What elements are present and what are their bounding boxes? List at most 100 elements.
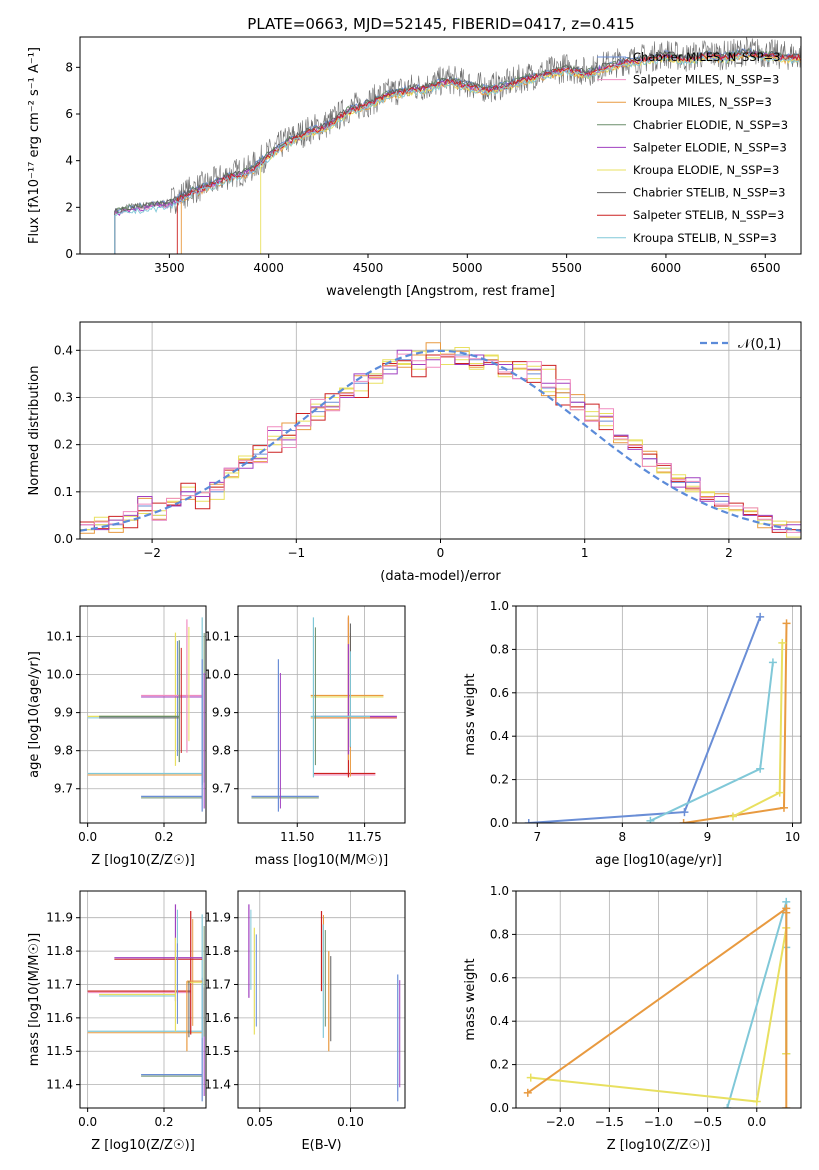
x-tick-label: 0.05 <box>246 1115 273 1129</box>
y-tick-label: 11.5 <box>204 1044 231 1058</box>
y-tick-label: 0.3 <box>54 390 73 404</box>
x-tick-label: 0.0 <box>78 830 97 844</box>
x-tick-label: 0.10 <box>337 1115 364 1129</box>
x-tick-label: −1 <box>287 546 305 560</box>
y-tick-label: 0.8 <box>490 927 509 941</box>
chart-panel-7: 0.05 0.10 11.4 11.5 11.6 11.7 11.8 11.9 E(B-V) <box>204 890 406 1153</box>
weight-marker <box>782 619 791 628</box>
y-tick-label: 9.9 <box>212 706 231 720</box>
y-tick-label: 4 <box>65 154 73 168</box>
x-tick-label: −0.5 <box>693 1115 722 1129</box>
y-axis-label: Normed distribution <box>27 366 42 496</box>
weight-line-1 <box>528 616 762 823</box>
axes-frame <box>79 605 207 824</box>
errorbar-3 <box>141 619 203 753</box>
figure-title: PLATE=0663, MJD=52145, FIBERID=0417, z=0… <box>247 15 634 33</box>
chart-panel-3: 0.0 0.2 9.7 9.8 9.9 10.0 10.1 Z [log10(Z/Z☉)] ag… <box>27 605 207 868</box>
plot-area <box>114 37 801 254</box>
legend: 𝒩(0,1) <box>700 337 781 352</box>
legend: Chabrier MILES, N_SSP=3 Salpeter MILES, N… <box>597 50 788 245</box>
x-tick-label: 1 <box>581 546 589 560</box>
errorbar-1 <box>251 659 319 812</box>
x-axis-label: E(B-V) <box>301 1138 341 1153</box>
plot-area <box>87 617 205 812</box>
errorbar-2 <box>87 914 205 1038</box>
weight-marker <box>779 803 788 812</box>
weight-line-3 <box>527 906 788 1108</box>
weight-marker <box>782 908 791 917</box>
legend-entry: Chabrier ELODIE, N_SSP=3 <box>633 118 788 132</box>
x-axis-label: wavelength [Angstrom, rest frame] <box>326 284 555 299</box>
y-axis-label: mass weight <box>463 958 478 1040</box>
legend-entry: Kroupa ELODIE, N_SSP=3 <box>633 163 779 177</box>
x-tick-label: 3500 <box>154 261 185 275</box>
y-tick-label: 9.8 <box>212 744 231 758</box>
y-tick-label: 9.7 <box>54 782 73 796</box>
y-axis-label: Flux [fλ10⁻¹⁷ erg cm⁻² s⁻¹ A⁻¹] <box>27 47 42 244</box>
y-tick-label: 11.6 <box>204 1011 231 1025</box>
x-axis-label: mass [log10(M/M☉)] <box>255 853 388 868</box>
chart-panel-1: 3500 4000 4500 5000 5500 6000 6500 0 2 4 6 8 wavelen… <box>27 36 802 299</box>
errorbar-5 <box>99 640 182 763</box>
model-line-9 <box>114 52 800 254</box>
x-tick-label: 7 <box>533 830 541 844</box>
errorbar-6 <box>99 937 178 1032</box>
axes-frame <box>79 890 207 1109</box>
y-tick-label: 10.1 <box>204 629 231 643</box>
legend-entry: Chabrier STELIB, N_SSP=3 <box>633 186 785 200</box>
x-tick-label: 0.0 <box>747 1115 766 1129</box>
weight-marker <box>679 819 688 823</box>
y-tick-label: 0.4 <box>490 1014 509 1028</box>
y-tick-label: 0.2 <box>490 773 509 787</box>
axes-frame <box>237 605 406 824</box>
weight-marker <box>524 819 533 823</box>
y-tick-label: 11.4 <box>46 1078 73 1092</box>
y-tick-label: 0.0 <box>490 1101 509 1115</box>
y-tick-label: 0.0 <box>54 532 73 546</box>
x-tick-label: 9 <box>704 830 712 844</box>
y-tick-label: 1.0 <box>490 884 509 898</box>
normal-curve <box>80 349 801 532</box>
y-tick-label: 0.2 <box>490 1058 509 1072</box>
x-tick-label: 4500 <box>353 261 384 275</box>
y-tick-label: 11.4 <box>204 1078 231 1092</box>
x-tick-label: 8 <box>619 830 627 844</box>
y-tick-label: 0.4 <box>490 729 509 743</box>
chart-panel-8: −2.0 −1.5 −1.0 −0.5 0.0 0.0 0.2 0.4 0.6 0.8 1.0 Z [… <box>463 884 802 1153</box>
y-tick-label: 6 <box>65 107 73 121</box>
errorbar-3 <box>87 911 194 1035</box>
y-tick-label: 11.6 <box>46 1011 73 1025</box>
y-tick-label: 11.9 <box>46 911 73 925</box>
plot-area <box>524 612 791 823</box>
errorbar-2 <box>253 927 257 1035</box>
y-tick-label: 2 <box>65 200 73 214</box>
axes-frame <box>79 321 802 540</box>
legend-entry: Kroupa STELIB, N_SSP=3 <box>633 231 777 245</box>
y-tick-label: 0 <box>65 247 73 261</box>
x-tick-label: 11.50 <box>280 830 314 844</box>
legend-entry: Kroupa MILES, N_SSP=3 <box>633 95 772 109</box>
y-axis-label: age [log10(age/yr)] <box>27 651 42 778</box>
legend-entry: Salpeter MILES, N_SSP=3 <box>633 73 779 87</box>
weight-marker <box>523 1088 532 1097</box>
model-line-4 <box>114 48 800 254</box>
x-axis-label: age [log10(age/yr)] <box>595 853 722 868</box>
chart-panel-6: 0.0 0.2 11.4 11.5 11.6 11.7 11.8 11.9 Z [log10(Z… <box>27 890 207 1153</box>
y-tick-label: 11.8 <box>46 944 73 958</box>
x-axis-label: Z [log10(Z/Z☉)] <box>91 853 195 868</box>
weight-marker <box>778 638 787 647</box>
errorbar-5 <box>328 951 332 1052</box>
x-tick-label: 5500 <box>551 261 582 275</box>
weight-marker <box>775 788 784 797</box>
weight-line-3 <box>683 623 788 823</box>
plot-area <box>251 615 397 812</box>
y-tick-label: 8 <box>65 60 73 74</box>
chart-panel-4: 11.50 11.75 9.7 9.8 9.9 10.0 10.1 mass [log10(M… <box>204 605 406 868</box>
x-tick-label: −1.5 <box>595 1115 624 1129</box>
weight-marker <box>526 1073 535 1082</box>
y-tick-label: 0.2 <box>54 438 73 452</box>
x-tick-label: 2 <box>725 546 733 560</box>
weight-marker <box>752 1097 761 1106</box>
weight-marker <box>680 808 689 817</box>
errorbar-5 <box>310 617 370 778</box>
